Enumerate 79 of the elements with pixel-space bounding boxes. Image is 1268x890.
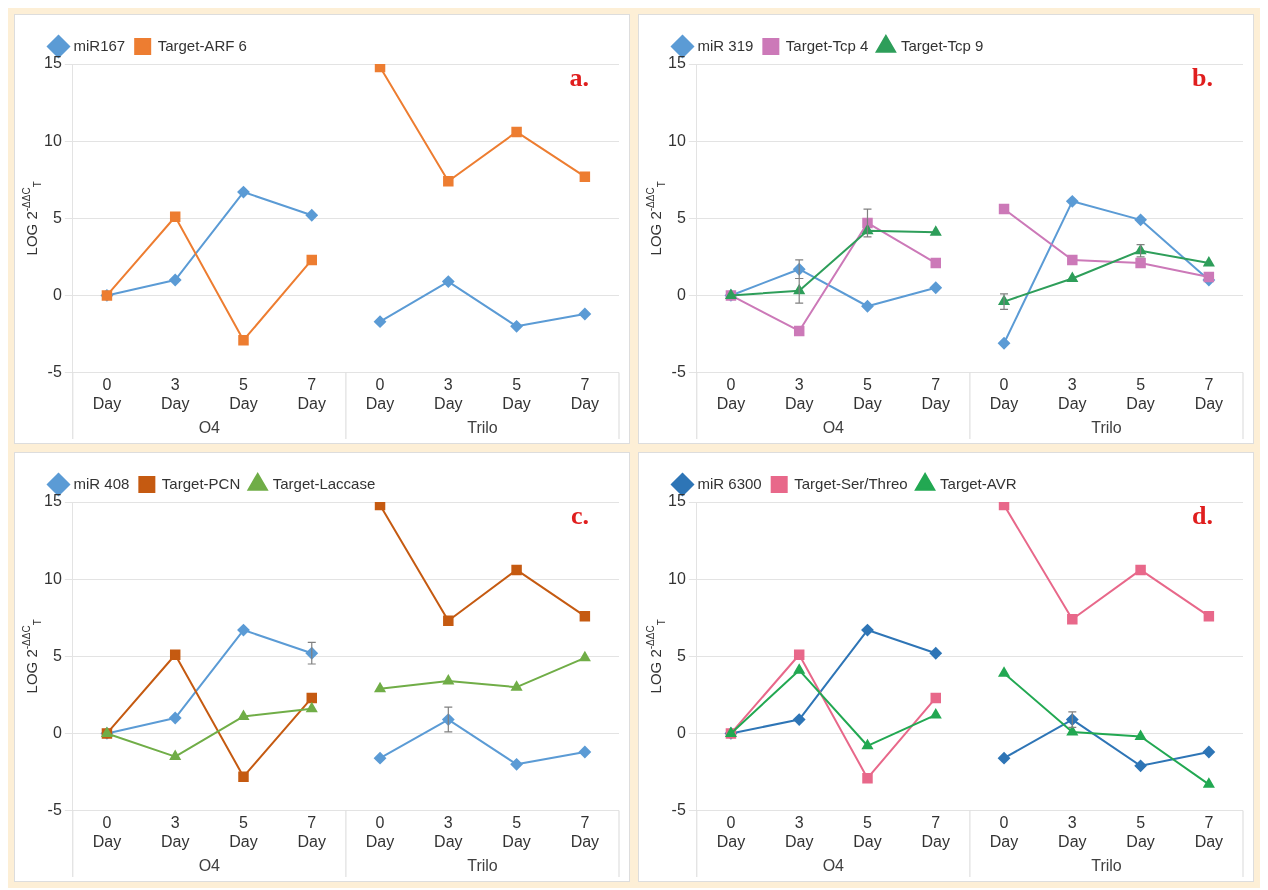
y-tick-label: 10 bbox=[668, 131, 686, 149]
y-axis-title: LOG 2-ΔΔCT bbox=[20, 619, 43, 694]
x-tick-label: 3 Day bbox=[1058, 375, 1087, 412]
text: O4 bbox=[822, 419, 845, 437]
text: Trilo bbox=[1091, 857, 1122, 875]
x-tick-label: 3 Day bbox=[160, 813, 190, 850]
x-tick-label: 7 Day bbox=[1194, 813, 1224, 850]
x-tick-label: 7 Day bbox=[297, 375, 326, 412]
y-axis-title: LOG 2-ΔΔCT bbox=[20, 181, 43, 256]
y-axis-title: LOG 2-ΔΔCT bbox=[644, 181, 667, 256]
x-tick-label: 0 Day bbox=[989, 813, 1019, 850]
y-tick-label: 5 bbox=[52, 646, 62, 664]
x-tick-label: 0 Day bbox=[716, 375, 746, 412]
y-tick-label: 5 bbox=[52, 208, 62, 226]
x-tick-label: 5 Day bbox=[853, 375, 882, 412]
y-axis-title: LOG 2-ΔΔCT bbox=[644, 619, 667, 694]
x-tick-label: 5 Day bbox=[229, 813, 258, 850]
legend-label: Target-Tcp 4 bbox=[785, 36, 869, 54]
x-tick-label: 7 Day bbox=[921, 813, 950, 850]
chart-title: a. bbox=[569, 62, 589, 92]
y-tick-label: 15 bbox=[44, 54, 62, 72]
legend-label: Target-AVR bbox=[940, 474, 1017, 492]
x-tick-label: 3 Day bbox=[784, 813, 814, 850]
x-tick-label: 7 Day bbox=[570, 375, 600, 412]
x-tick-label: 3 Day bbox=[434, 375, 463, 412]
y-tick-label: 5 bbox=[676, 646, 686, 664]
x-tick-label: 7 Day bbox=[921, 375, 950, 412]
y-tick-label: 15 bbox=[668, 54, 686, 72]
x-tick-label: 3 Day bbox=[1058, 813, 1087, 850]
legend-label: miR 408 bbox=[73, 474, 130, 492]
chart-title: d. bbox=[1192, 500, 1213, 530]
y-tick-label: 0 bbox=[52, 285, 62, 303]
y-tick-label: 10 bbox=[44, 131, 62, 149]
text: Trilo bbox=[467, 857, 498, 875]
y-tick-label: 0 bbox=[52, 723, 62, 741]
text: Trilo bbox=[467, 419, 498, 437]
y-tick-label: -5 bbox=[47, 801, 62, 819]
y-tick-label: -5 bbox=[671, 801, 686, 819]
x-tick-label: 0 Day bbox=[92, 375, 122, 412]
x-tick-label: 5 Day bbox=[853, 813, 882, 850]
text: O4 bbox=[822, 857, 845, 875]
chart-title: b. bbox=[1192, 62, 1213, 92]
y-tick-label: 10 bbox=[44, 569, 62, 587]
y-tick-label: -5 bbox=[47, 363, 62, 381]
x-tick-label: 0 Day bbox=[716, 813, 746, 850]
x-tick-label: 5 Day bbox=[1126, 813, 1155, 850]
legend-label: miR 319 bbox=[697, 36, 754, 54]
y-tick-label: 0 bbox=[676, 723, 686, 741]
x-tick-label: 7 Day bbox=[297, 813, 326, 850]
text: Trilo bbox=[1091, 419, 1122, 437]
text: O4 bbox=[198, 857, 221, 875]
chart-title: c. bbox=[570, 500, 589, 530]
x-tick-label: 5 Day bbox=[229, 375, 258, 412]
x-tick-label: 3 Day bbox=[434, 813, 463, 850]
text: O4 bbox=[198, 419, 221, 437]
x-tick-label: 7 Day bbox=[570, 813, 600, 850]
x-tick-label: 3 Day bbox=[160, 375, 190, 412]
y-tick-label: 5 bbox=[676, 208, 686, 226]
x-tick-label: 0 Day bbox=[92, 813, 122, 850]
x-tick-label: 0 Day bbox=[989, 375, 1019, 412]
x-tick-label: 7 Day bbox=[1194, 375, 1224, 412]
legend-label: Target-ARF 6 bbox=[157, 36, 247, 54]
legend-label: Target-PCN bbox=[161, 474, 241, 492]
y-tick-label: -5 bbox=[671, 363, 686, 381]
legend-label: miR167 bbox=[73, 36, 126, 54]
x-tick-label: 5 Day bbox=[502, 813, 531, 850]
legend-label: Target-Ser/Threo bbox=[794, 474, 908, 492]
y-tick-label: 10 bbox=[668, 569, 686, 587]
legend-label: Target-Tcp 9 bbox=[900, 36, 984, 54]
x-tick-label: 5 Day bbox=[1126, 375, 1155, 412]
legend-label: Target-Laccase bbox=[272, 474, 376, 492]
legend-label: miR 6300 bbox=[697, 474, 762, 492]
x-tick-label: 5 Day bbox=[502, 375, 531, 412]
x-tick-label: 0 Day bbox=[365, 375, 395, 412]
y-tick-label: 15 bbox=[44, 492, 62, 510]
x-tick-label: 3 Day bbox=[784, 375, 814, 412]
x-tick-label: 0 Day bbox=[365, 813, 395, 850]
y-tick-label: 15 bbox=[668, 492, 686, 510]
y-tick-label: 0 bbox=[676, 285, 686, 303]
